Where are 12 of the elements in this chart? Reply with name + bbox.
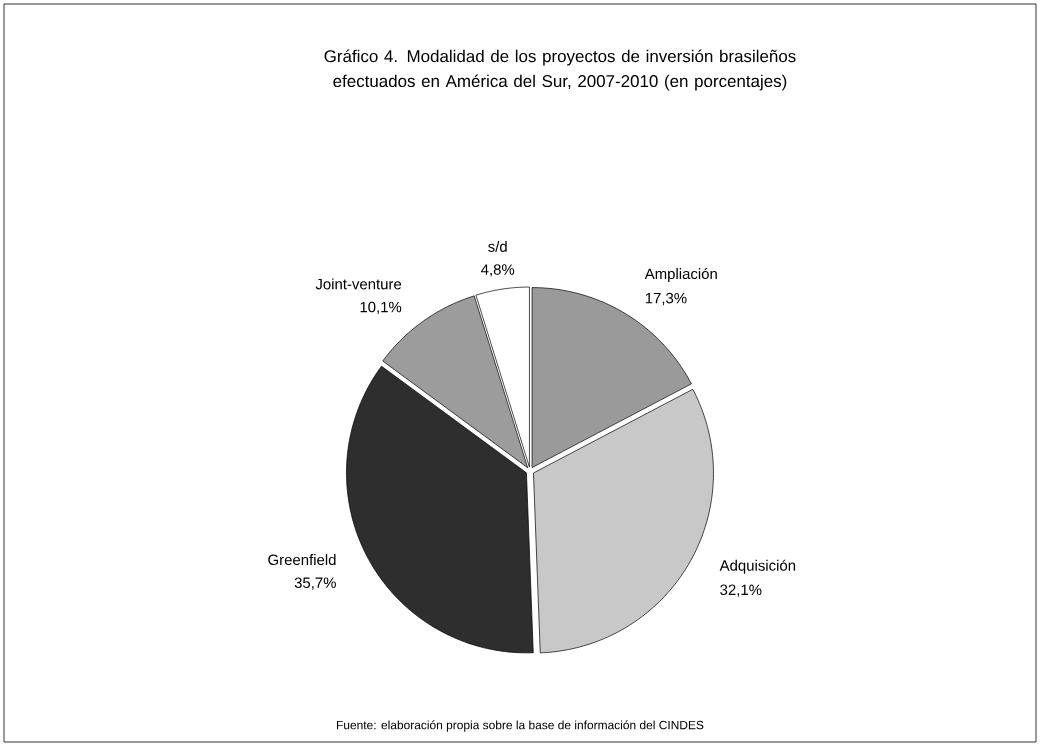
data-label: 32,1% <box>720 584 762 597</box>
data-label: 10,1% <box>360 301 402 315</box>
slice-label: Ampliación <box>644 267 717 283</box>
data-label: 35,7% <box>294 577 336 590</box>
slice-label: Joint-venture <box>315 278 402 290</box>
slice-label: s/d <box>488 240 507 252</box>
chart-title: Gráfico 4. Modalidad de los proyectos de inversión brasileños efectuados en América del Sur, 2007-2010 (en porcentajes) <box>324 49 796 91</box>
data-label: 17,3% <box>645 292 687 306</box>
data-label: 4,8% <box>481 264 515 277</box>
slice-label: Adquisición <box>719 559 796 574</box>
slice-label: Greenfield <box>268 554 336 566</box>
source-note: Fuente: elaboración propia sobre la base de información del CINDES <box>337 720 704 732</box>
